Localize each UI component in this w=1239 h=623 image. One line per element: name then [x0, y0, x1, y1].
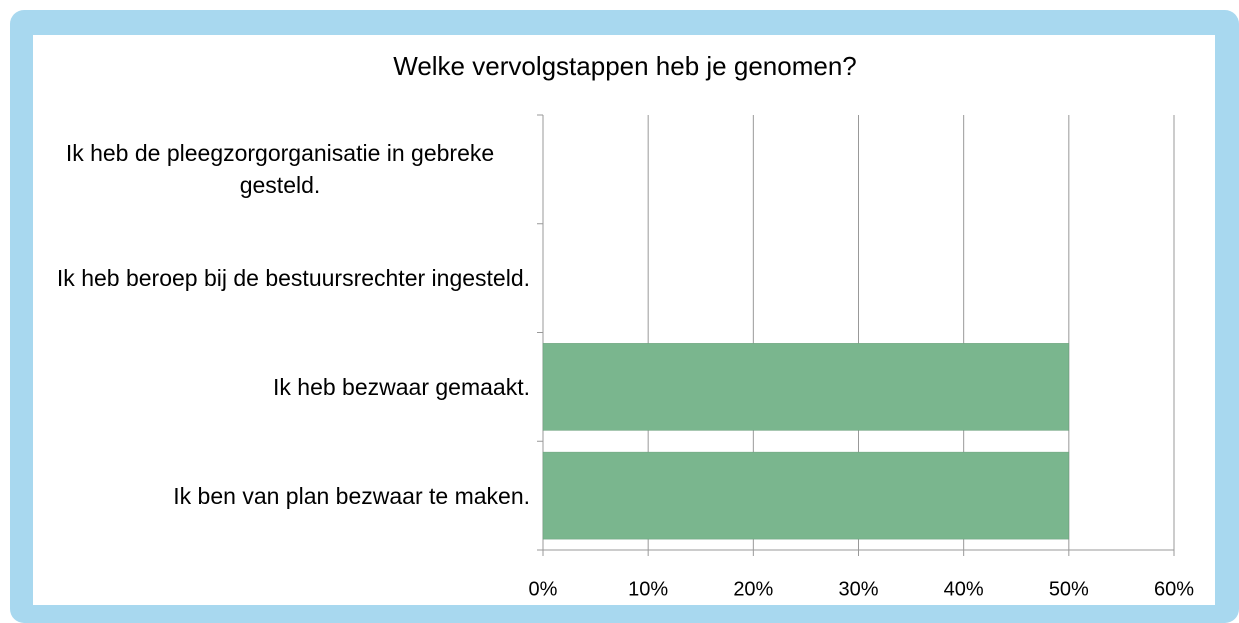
x-tick-label: 0% [529, 578, 558, 600]
x-tick-label: 20% [733, 578, 773, 600]
y-tick-label: Ik heb de pleegzorgorganisatie in gebrek… [65, 140, 495, 199]
x-tick-label: 30% [838, 578, 878, 600]
chart-title: Welke vervolgstappen heb je genomen? [393, 51, 857, 81]
bar [542, 343, 1070, 431]
x-tick-label: 40% [944, 578, 984, 600]
y-tick-label-box: Ik heb bezwaar gemaakt. [30, 371, 530, 403]
x-tick-label: 10% [628, 578, 668, 600]
y-tick-label-box: Ik heb de pleegzorgorganisatie in gebrek… [30, 137, 530, 201]
y-tick-label: Ik heb beroep bij de bestuursrechter ing… [56, 265, 530, 292]
bar [542, 451, 1070, 540]
y-tick-label: Ik ben van plan bezwaar te maken. [173, 482, 530, 509]
y-tick-label: Ik heb bezwaar gemaakt. [273, 373, 530, 400]
y-tick-label-box: Ik ben van plan bezwaar te maken. [30, 480, 530, 512]
x-tick-label: 50% [1049, 578, 1089, 600]
y-tick-label-box: Ik heb beroep bij de bestuursrechter ing… [30, 262, 530, 294]
x-tick-label: 60% [1154, 578, 1194, 600]
